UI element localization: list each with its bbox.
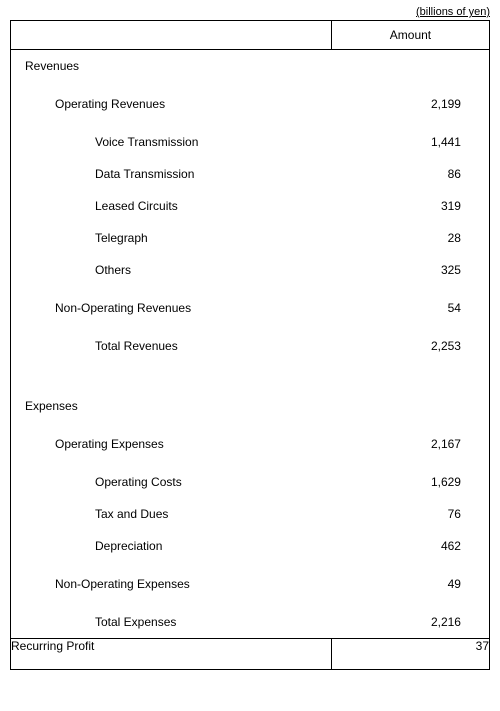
non-operating-expenses-amount: 49 xyxy=(331,577,489,591)
operating-expenses-amount: 2,167 xyxy=(331,437,489,451)
header-label-col xyxy=(11,21,332,50)
revenue-item-label: Voice Transmission xyxy=(11,135,331,149)
total-revenues-label: Total Revenues xyxy=(11,339,331,353)
unit-note: (billions of yen) xyxy=(10,6,490,18)
revenue-item-amount: 319 xyxy=(331,199,489,213)
non-operating-revenues-row: Non-Operating Revenues 54 xyxy=(11,292,489,324)
expense-item-amount: 462 xyxy=(331,539,489,553)
revenue-item-row: Telegraph 28 xyxy=(11,222,489,254)
non-operating-revenues-label: Non-Operating Revenues xyxy=(11,301,331,315)
revenue-item-label: Telegraph xyxy=(11,231,331,245)
financial-table: Amount Revenues Operating Revenues 2,199… xyxy=(10,20,490,670)
non-operating-revenues-amount: 54 xyxy=(331,301,489,315)
operating-revenues-amount: 2,199 xyxy=(331,97,489,111)
total-expenses-amount: 2,216 xyxy=(331,615,489,629)
expense-item-label: Operating Costs xyxy=(11,475,331,489)
revenues-heading-row: Revenues xyxy=(11,50,489,82)
total-expenses-row: Total Expenses 2,216 xyxy=(11,606,489,638)
operating-expenses-row: Operating Expenses 2,167 xyxy=(11,428,489,460)
financial-statement-page: (billions of yen) Amount Revenues Operat… xyxy=(0,0,500,711)
revenue-item-amount: 325 xyxy=(331,263,489,277)
total-revenues-row: Total Revenues 2,253 xyxy=(11,330,489,362)
revenue-item-label: Data Transmission xyxy=(11,167,331,181)
header-amount-col: Amount xyxy=(331,21,489,50)
recurring-profit-amount: 37 xyxy=(331,639,489,670)
expense-item-amount: 1,629 xyxy=(331,475,489,489)
recurring-profit-label: Recurring Profit xyxy=(11,639,332,670)
revenue-item-row: Leased Circuits 319 xyxy=(11,190,489,222)
revenues-heading: Revenues xyxy=(11,59,331,73)
revenue-item-row: Data Transmission 86 xyxy=(11,158,489,190)
table-body: Revenues Operating Revenues 2,199 Voice … xyxy=(11,50,490,639)
revenue-item-amount: 1,441 xyxy=(331,135,489,149)
expenses-heading-row: Expenses xyxy=(11,390,489,422)
revenue-item-amount: 86 xyxy=(331,167,489,181)
operating-expenses-label: Operating Expenses xyxy=(11,437,331,451)
expense-item-row: Tax and Dues 76 xyxy=(11,498,489,530)
expense-item-row: Depreciation 462 xyxy=(11,530,489,562)
expenses-heading: Expenses xyxy=(11,399,331,413)
revenue-item-row: Voice Transmission 1,441 xyxy=(11,126,489,158)
revenue-item-amount: 28 xyxy=(331,231,489,245)
operating-revenues-row: Operating Revenues 2,199 xyxy=(11,88,489,120)
total-expenses-label: Total Expenses xyxy=(11,615,331,629)
expense-item-label: Depreciation xyxy=(11,539,331,553)
revenue-item-label: Leased Circuits xyxy=(11,199,331,213)
non-operating-expenses-row: Non-Operating Expenses 49 xyxy=(11,568,489,600)
revenue-item-row: Others 325 xyxy=(11,254,489,286)
table-header-row: Amount xyxy=(11,21,490,50)
expense-item-label: Tax and Dues xyxy=(11,507,331,521)
revenue-item-label: Others xyxy=(11,263,331,277)
non-operating-expenses-label: Non-Operating Expenses xyxy=(11,577,331,591)
recurring-profit-row: Recurring Profit 37 xyxy=(11,639,490,670)
operating-revenues-label: Operating Revenues xyxy=(11,97,331,111)
expense-item-row: Operating Costs 1,629 xyxy=(11,466,489,498)
expense-item-amount: 76 xyxy=(331,507,489,521)
total-revenues-amount: 2,253 xyxy=(331,339,489,353)
